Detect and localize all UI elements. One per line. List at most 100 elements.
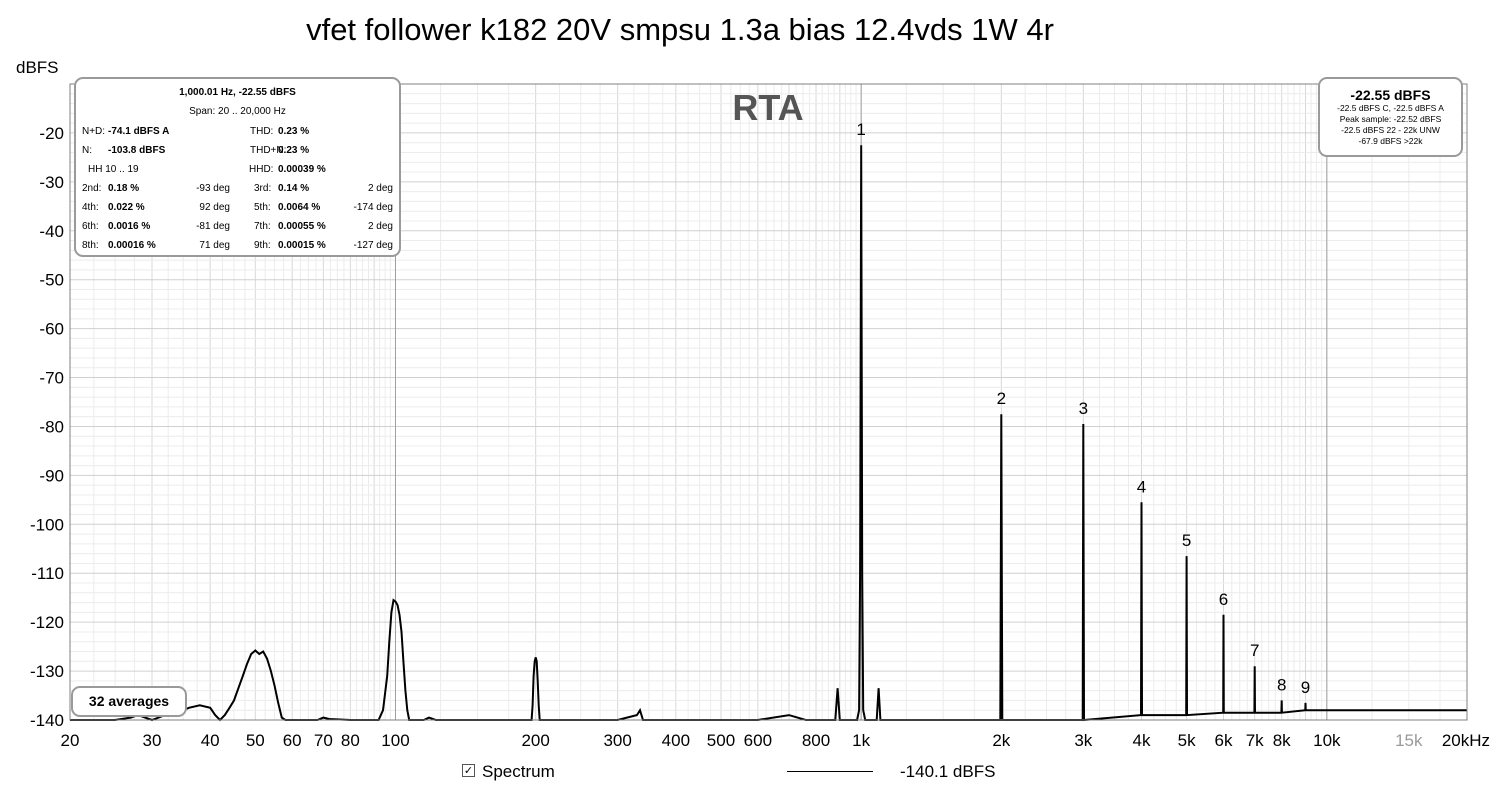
- harmonic-label: 1: [856, 120, 865, 139]
- y-tick-labels: -20 -30 -40 -50 -60 -70 -80 -90 -100 -110 -120 -130…: [30, 124, 64, 730]
- spectrum-series-line: [70, 145, 1467, 722]
- stats-cell: 0.00016 %: [108, 240, 156, 251]
- level-line: Peak sample: -22.52 dBFS: [1339, 114, 1442, 124]
- y-tick-label: -130: [30, 662, 64, 681]
- y-tick-label: -140: [30, 711, 64, 730]
- stats-cell: HHD:: [249, 164, 274, 175]
- level-line: -22.5 dBFS 22 - 22k UNW: [1341, 125, 1440, 135]
- harmonic-label: 3: [1079, 399, 1088, 418]
- stats-cell: -103.8 dBFS: [108, 145, 166, 156]
- x-tick-label: 100: [381, 731, 409, 750]
- legend: ✓ Spectrum -140.1 dBFS: [0, 760, 1500, 786]
- x-tick-label: 40: [201, 731, 220, 750]
- y-tick-label: -70: [39, 369, 64, 388]
- x-tick-label: 800: [802, 731, 830, 750]
- harmonic-labels: 1 2 3 4 5 6 78 9: [856, 120, 1310, 697]
- harmonic-label: 5: [1182, 531, 1191, 550]
- stats-cell: 9th:: [254, 240, 271, 251]
- y-tick-label: -40: [39, 222, 64, 241]
- harmonic-label: 7: [1250, 641, 1259, 660]
- stats-cell: 0.00015 %: [278, 240, 326, 251]
- stats-cell: -127 deg: [353, 240, 393, 251]
- stats-cell: 0.14 %: [278, 183, 310, 194]
- x-tick-label: 6k: [1215, 731, 1233, 750]
- averages-badge: 32 averages: [71, 686, 187, 717]
- spectrum-checkbox[interactable]: ✓: [462, 764, 475, 777]
- level-value: -22.55 dBFS: [1350, 87, 1431, 103]
- x-tick-label: 15k: [1395, 731, 1423, 750]
- stats-cell: 2 deg: [367, 221, 393, 232]
- stats-cell: -93 deg: [196, 183, 230, 194]
- plot-border: [69, 83, 1468, 721]
- stats-cell: 71 deg: [199, 240, 230, 251]
- chart-title: vfet follower k182 20V smpsu 1.3a bias 1…: [306, 12, 1054, 47]
- harmonic-label: 6: [1219, 590, 1228, 609]
- level-readout-box: -22.55 dBFS -22.5 dBFS C, -22.5 dBFS A P…: [1318, 77, 1463, 157]
- distortion-stats-box: 1,000.01 Hz, -22.55 dBFS Span: 20 .. 20,…: [74, 77, 401, 257]
- stats-cell: 5th:: [254, 202, 271, 213]
- legend-series-name: Spectrum: [482, 762, 555, 781]
- y-tick-label: -80: [39, 417, 64, 436]
- x-tick-label: 20kHz: [1442, 731, 1490, 750]
- x-tick-label: 400: [662, 731, 690, 750]
- stats-cell: -74.1 dBFS A: [108, 126, 170, 137]
- stats-cell: 2 deg: [367, 183, 393, 194]
- x-tick-label: 500: [707, 731, 735, 750]
- stats-cell: 0.00055 %: [278, 221, 326, 232]
- x-tick-label: 2k: [992, 731, 1010, 750]
- x-tick-label: 60: [283, 731, 302, 750]
- stats-cell: 2nd:: [82, 183, 102, 194]
- x-tick-label: 7k: [1246, 731, 1264, 750]
- stats-cell: 0.0016 %: [108, 221, 151, 232]
- x-tick-label: 20: [61, 731, 80, 750]
- level-line: -67.9 dBFS >22k: [1358, 136, 1423, 146]
- y-tick-label: -20: [39, 124, 64, 143]
- x-tick-label: 1k: [852, 731, 870, 750]
- y-tick-label: -60: [39, 320, 64, 339]
- stats-cell: 6th:: [82, 221, 99, 232]
- y-tick-label: -90: [39, 466, 64, 485]
- x-tick-label: 200: [521, 731, 549, 750]
- stats-cell: 0.0064 %: [278, 202, 321, 213]
- level-line: -22.5 dBFS C, -22.5 dBFS A: [1337, 103, 1444, 113]
- harmonic-label: 2: [997, 389, 1006, 408]
- harmonic-label: 4: [1137, 477, 1146, 496]
- y-axis-label: dBFS: [16, 58, 59, 77]
- legend-line-swatch: [787, 771, 873, 772]
- stats-cell: -174 deg: [353, 202, 393, 213]
- y-tick-label: -120: [30, 613, 64, 632]
- stats-cell: 8th:: [82, 240, 99, 251]
- stats-cell: 0.00039 %: [278, 164, 326, 175]
- y-tick-label: -50: [39, 271, 64, 290]
- y-tick-label: -110: [31, 564, 64, 583]
- stats-cell: HH 10 .. 19: [88, 164, 139, 175]
- x-tick-label: 8k: [1273, 731, 1291, 750]
- stats-cell: 0.23 %: [278, 145, 310, 156]
- x-tick-label: 600: [744, 731, 772, 750]
- stats-cell: 0.23 %: [278, 126, 310, 137]
- x-tick-label: 3k: [1074, 731, 1092, 750]
- stats-cell: 3rd:: [254, 183, 272, 194]
- stats-cell: THD+N:: [250, 145, 287, 156]
- x-tick-label: 70: [314, 731, 333, 750]
- stats-cell: N+D:: [82, 126, 106, 137]
- stats-cell: 92 deg: [199, 202, 230, 213]
- y-tick-label: -30: [39, 173, 64, 192]
- x-tick-labels: 20 30 40 50 60 70 80 100 200 300 400 500 600 800 1k 2k 3…: [61, 731, 1490, 750]
- stats-cell: 4th:: [82, 202, 99, 213]
- harmonic-label: 8: [1277, 675, 1286, 694]
- stats-span: Span: 20 .. 20,000 Hz: [189, 106, 286, 117]
- stats-cell: THD:: [250, 126, 274, 137]
- stats-frequency-level: 1,000.01 Hz, -22.55 dBFS: [179, 87, 296, 98]
- harmonic-label: 9: [1301, 678, 1310, 697]
- stats-cell: -81 deg: [196, 221, 230, 232]
- x-tick-label: 30: [143, 731, 162, 750]
- stats-cell: N:: [82, 145, 92, 156]
- x-tick-label: 80: [341, 731, 360, 750]
- stats-cell: 0.022 %: [108, 202, 145, 213]
- stats-cell: 7th:: [254, 221, 271, 232]
- x-tick-label: 50: [246, 731, 265, 750]
- stats-cell: 0.18 %: [108, 183, 140, 194]
- rta-label: RTA: [732, 87, 803, 128]
- y-tick-label: -100: [30, 515, 64, 534]
